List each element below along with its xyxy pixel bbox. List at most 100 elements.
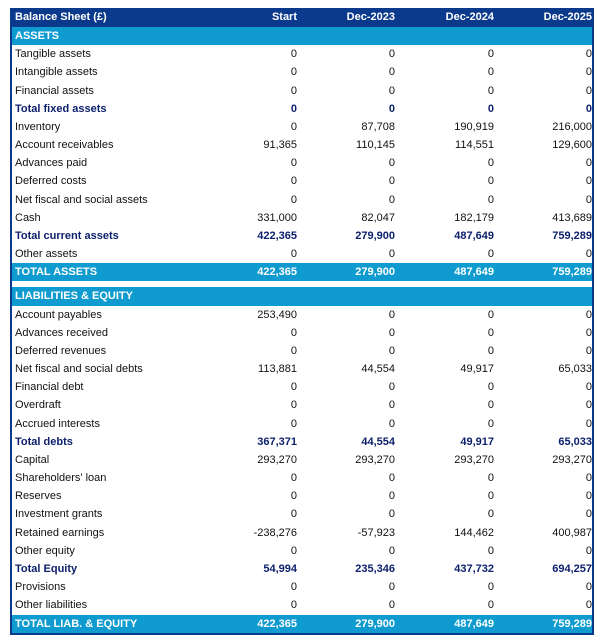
cell-value: 0 <box>388 581 395 594</box>
table-row: Advances paid 0 0 0 0 <box>12 154 592 172</box>
cell-value: 0 <box>487 308 494 321</box>
cell-value: 49,917 <box>460 363 494 376</box>
grand-total-row: TOTAL ASSETS 422,365 279,900 487,649 759,289 <box>12 263 592 282</box>
cell-value: 0 <box>290 120 297 133</box>
table-row: Overdraft 0 0 0 0 <box>12 396 592 414</box>
row-label: Capital <box>15 453 50 466</box>
cell-value: 400,987 <box>552 526 592 539</box>
cell-value: 0 <box>585 308 592 321</box>
cell-value: 129,600 <box>552 139 592 152</box>
cell-value: 0 <box>290 48 297 61</box>
cell-value: 54,994 <box>263 562 297 575</box>
cell-value: 422,365 <box>257 617 297 630</box>
cell-value: 0 <box>388 102 395 115</box>
cell-value: 44,554 <box>361 435 395 448</box>
table-body: ASSETS Tangible assets 0 0 0 0 Intangible asse… <box>12 27 592 633</box>
table-row: Shareholders' loan 0 0 0 0 <box>12 469 592 487</box>
subtotal-row: Total debts 367,371 44,554 49,917 65,033 <box>12 433 592 451</box>
cell-value: 279,900 <box>355 229 395 242</box>
column-header-dec-2023: Dec-2023 <box>346 11 395 23</box>
cell-value: 0 <box>487 581 494 594</box>
cell-value: 0 <box>290 399 297 412</box>
cell-value: 0 <box>290 175 297 188</box>
subtotal-row: Total current assets 422,365 279,900 487,64… <box>12 227 592 245</box>
cell-value: 0 <box>290 508 297 521</box>
cell-value: 0 <box>487 599 494 612</box>
cell-value: 0 <box>585 175 592 188</box>
row-label: Other equity <box>15 544 75 557</box>
row-label: Financial debt <box>15 381 84 394</box>
cell-value: 422,365 <box>257 229 297 242</box>
cell-value: 331,000 <box>257 211 297 224</box>
column-header-start: Start <box>271 11 297 23</box>
cell-value: 0 <box>388 66 395 79</box>
section-header: ASSETS <box>12 27 592 46</box>
table-row: Net fiscal and social debts 113,881 44,554… <box>12 360 592 378</box>
row-label: Financial assets <box>15 84 94 97</box>
cell-value: 437,732 <box>454 562 494 575</box>
cell-value: 0 <box>388 157 395 170</box>
cell-value: 0 <box>585 344 592 357</box>
cell-value: 0 <box>585 248 592 261</box>
cell-value: 0 <box>388 472 395 485</box>
cell-value: 293,270 <box>257 453 297 466</box>
cell-value: 0 <box>487 381 494 394</box>
cell-value: 235,346 <box>355 562 395 575</box>
row-label: Tangible assets <box>15 48 91 61</box>
grand-total-row: TOTAL LIAB. & EQUITY 422,365 279,900 487,64… <box>12 614 592 633</box>
row-label: Other liabilities <box>15 599 88 612</box>
cell-value: 0 <box>487 508 494 521</box>
cell-value: 0 <box>487 472 494 485</box>
cell-value: 0 <box>290 581 297 594</box>
cell-value: 0 <box>388 381 395 394</box>
cell-value: 0 <box>585 399 592 412</box>
cell-value: 0 <box>487 193 494 206</box>
cell-value: 82,047 <box>361 211 395 224</box>
table-row: Intangible assets 0 0 0 0 <box>12 63 592 81</box>
cell-value: 0 <box>388 326 395 339</box>
cell-value: 0 <box>487 399 494 412</box>
cell-value: 0 <box>290 157 297 170</box>
column-header-dec-2024: Dec-2024 <box>445 11 494 23</box>
cell-value: 0 <box>388 508 395 521</box>
cell-value: 293,270 <box>355 453 395 466</box>
cell-value: 0 <box>585 48 592 61</box>
subtotal-row: Total fixed assets 0 0 0 0 <box>12 100 592 118</box>
table-row: Other assets 0 0 0 0 <box>12 245 592 263</box>
cell-value: 759,289 <box>552 229 592 242</box>
balance-sheet-table: Balance Sheet (£) Start Dec-2023 Dec-202… <box>10 8 594 635</box>
table-row: Capital 293,270 293,270 293,270 293,270 <box>12 451 592 469</box>
cell-value: 0 <box>487 544 494 557</box>
table-row: Financial assets 0 0 0 0 <box>12 82 592 100</box>
row-label: Advances received <box>15 326 108 339</box>
row-label: Accrued interests <box>15 417 100 430</box>
table-row: Investment grants 0 0 0 0 <box>12 505 592 523</box>
cell-value: 279,900 <box>355 617 395 630</box>
cell-value: 0 <box>585 102 592 115</box>
row-label: TOTAL ASSETS <box>15 266 98 279</box>
cell-value: 0 <box>388 84 395 97</box>
cell-value: 0 <box>388 344 395 357</box>
cell-value: 65,033 <box>558 435 592 448</box>
cell-value: 293,270 <box>454 453 494 466</box>
row-label: Inventory <box>15 120 61 133</box>
cell-value: 0 <box>290 84 297 97</box>
table-row: Accrued interests 0 0 0 0 <box>12 415 592 433</box>
cell-value: 0 <box>290 248 297 261</box>
cell-value: 0 <box>487 66 494 79</box>
table-row: Account payables 253,490 0 0 0 <box>12 306 592 324</box>
cell-value: 422,365 <box>257 266 297 279</box>
row-label: Account receivables <box>15 139 114 152</box>
cell-value: 0 <box>487 326 494 339</box>
cell-value: 0 <box>585 544 592 557</box>
row-label: Shareholders' loan <box>15 472 107 485</box>
cell-value: 0 <box>487 175 494 188</box>
section-title: ASSETS <box>15 30 60 42</box>
row-label: Deferred costs <box>15 175 87 188</box>
cell-value: 0 <box>290 344 297 357</box>
row-label: Advances paid <box>15 157 88 170</box>
cell-value: 0 <box>487 344 494 357</box>
table-row: Tangible assets 0 0 0 0 <box>12 45 592 63</box>
section-title: LIABILITIES & EQUITY <box>15 290 133 303</box>
cell-value: 0 <box>388 308 395 321</box>
